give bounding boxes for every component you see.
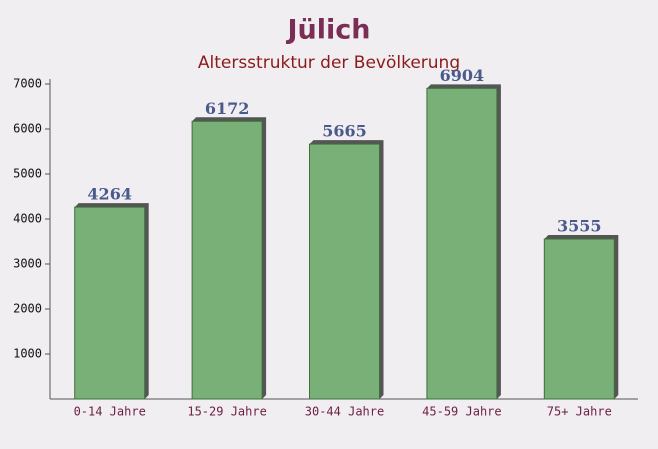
chart-subtitle: Altersstruktur der Bevölkerung (198, 53, 460, 73)
y-tick-label: 3000 (13, 257, 42, 271)
x-tick-label: 30-44 Jahre (305, 405, 384, 419)
y-tick-label: 7000 (13, 77, 42, 91)
bar (426, 87, 498, 400)
value-label: 6172 (205, 99, 250, 118)
y-tick-label: 4000 (13, 212, 42, 226)
x-tick-label: 0-14 Jahre (74, 405, 146, 419)
value-label: 6904 (440, 66, 485, 85)
x-tick-label: 15-29 Jahre (187, 405, 266, 419)
value-label: 5665 (322, 122, 367, 141)
bar (543, 238, 615, 400)
bar (191, 120, 263, 400)
value-label: 4264 (87, 185, 132, 204)
y-tick-label: 6000 (13, 122, 42, 136)
y-tick-label: 2000 (13, 302, 42, 316)
bar (309, 143, 380, 400)
x-tick-label: 45-59 Jahre (422, 405, 501, 419)
y-tick-label: 1000 (13, 347, 42, 361)
chart-title: Jülich (285, 15, 370, 46)
value-label: 3555 (557, 217, 602, 236)
x-tick-label: 75+ Jahre (547, 405, 612, 419)
bar (74, 206, 146, 400)
y-tick-label: 5000 (13, 167, 42, 181)
